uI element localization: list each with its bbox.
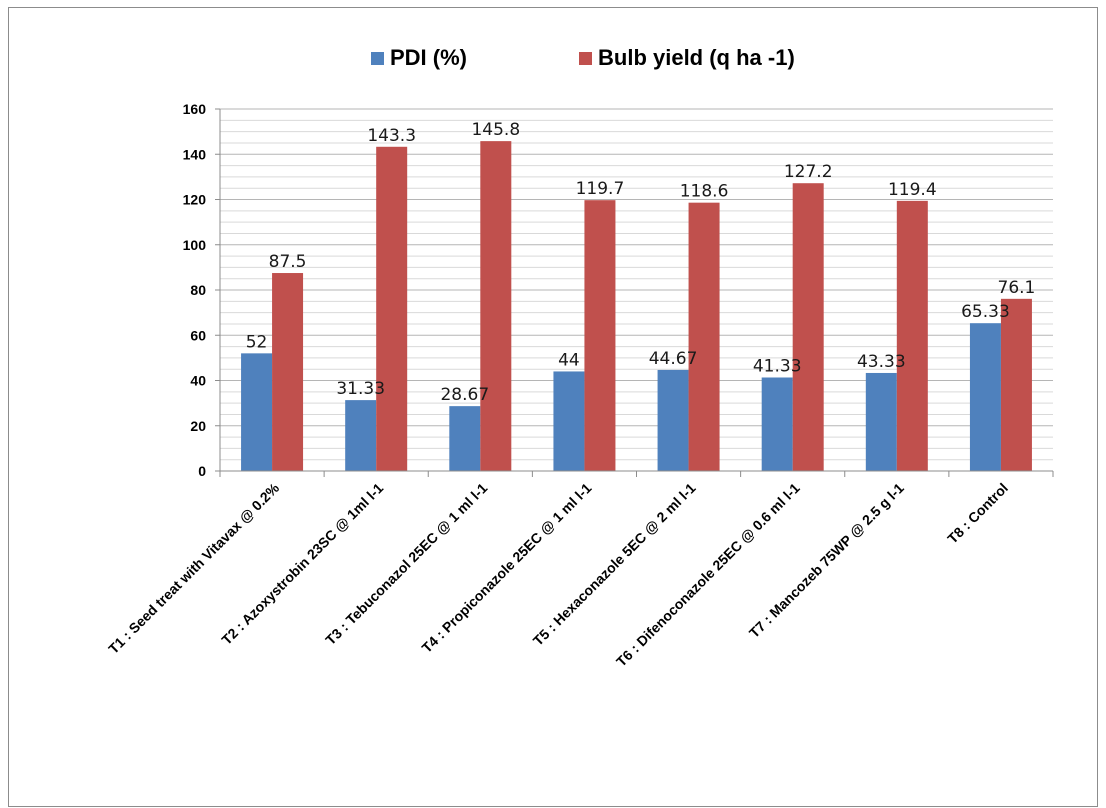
- x-category-label: T8 : Control: [944, 480, 1011, 547]
- legend-label: PDI (%): [390, 45, 467, 70]
- y-tick-label: 80: [190, 282, 206, 298]
- data-label: 65.33: [961, 302, 1010, 322]
- gridlines: [220, 108, 1053, 461]
- data-labels: 52 31.33 28.67 44 44.67 41.33 43.33 65.33 87.5 14…: [246, 120, 1036, 405]
- data-label: 118.6: [680, 182, 729, 202]
- y-tick-labels: 0 20 40 60 80 100 120 140 160: [183, 101, 207, 479]
- data-label: 41.33: [753, 356, 802, 376]
- bar-bulb-yield: [480, 141, 512, 471]
- bar-bulb-yield: [1000, 298, 1032, 471]
- data-label: 43.33: [857, 352, 906, 372]
- bar-pdi: [241, 353, 273, 471]
- bar-pdi: [345, 400, 377, 471]
- bar-pdi: [761, 377, 793, 471]
- data-label: 87.5: [269, 252, 307, 272]
- data-label: 119.4: [888, 180, 937, 200]
- axes: [215, 108, 1054, 477]
- y-tick-label: 100: [183, 237, 207, 253]
- x-category-label: T1 : Seed treat with Vitavax @ 0.2%: [105, 479, 282, 656]
- x-category-labels: T1 : Seed treat with Vitavax @ 0.2%T2 : …: [105, 479, 1011, 669]
- legend-swatch: [579, 52, 592, 65]
- bar-pdi: [969, 323, 1001, 471]
- bar-bulb-yield: [688, 202, 720, 472]
- y-tick-label: 40: [190, 373, 206, 389]
- y-tick-label: 0: [198, 463, 206, 479]
- data-label: 76.1: [998, 278, 1036, 298]
- bar-pdi: [865, 372, 897, 471]
- bar-bulb-yield: [792, 183, 824, 471]
- bar-bulb-yield: [896, 200, 928, 472]
- bar-chart: PDI (%) Bulb yield (q ha -1) 0 20 40 60 80 100…: [105, 45, 1054, 670]
- chart-frame: PDI (%) Bulb yield (q ha -1) 0 20 40 60 80 100…: [8, 7, 1098, 807]
- y-tick-label: 60: [190, 327, 206, 343]
- data-label: 44.67: [649, 349, 698, 369]
- y-tick-label: 140: [183, 146, 207, 162]
- data-label: 143.3: [367, 126, 416, 146]
- data-label: 119.7: [576, 179, 625, 199]
- y-tick-label: 20: [190, 418, 206, 434]
- y-tick-label: 160: [183, 101, 207, 117]
- legend: PDI (%) Bulb yield (q ha -1): [371, 45, 795, 70]
- bar-pdi: [657, 369, 689, 471]
- bar-bulb-yield: [584, 200, 616, 471]
- bars: [241, 141, 1032, 472]
- x-category-label: T5 : Hexaconazole 5EC @ 2 ml l-1: [530, 480, 699, 649]
- x-category-label: T2 : Azoxystrobin 23SC @ 1ml l-1: [218, 480, 386, 648]
- legend-label: Bulb yield (q ha -1): [598, 45, 795, 70]
- bar-bulb-yield: [272, 273, 304, 471]
- x-category-label: T6 : Difenoconazole 25EC @ 0.6 ml l-1: [613, 480, 803, 670]
- bar-pdi: [449, 406, 481, 471]
- bar-bulb-yield: [376, 146, 408, 471]
- data-label: 28.67: [440, 385, 489, 405]
- bar-pdi: [553, 371, 585, 471]
- data-label: 145.8: [471, 120, 520, 140]
- y-tick-label: 120: [183, 192, 207, 208]
- x-category-label: T3 : Tebuconazol 25EC @ 1 ml l-1: [322, 480, 490, 648]
- data-label: 52: [246, 332, 268, 352]
- data-label: 127.2: [784, 162, 833, 182]
- data-label: 44: [558, 350, 580, 370]
- x-category-label: T4 : Propiconazole 25EC @ 1 ml l-1: [418, 480, 594, 656]
- data-label: 31.33: [336, 379, 385, 399]
- legend-swatch: [371, 52, 384, 65]
